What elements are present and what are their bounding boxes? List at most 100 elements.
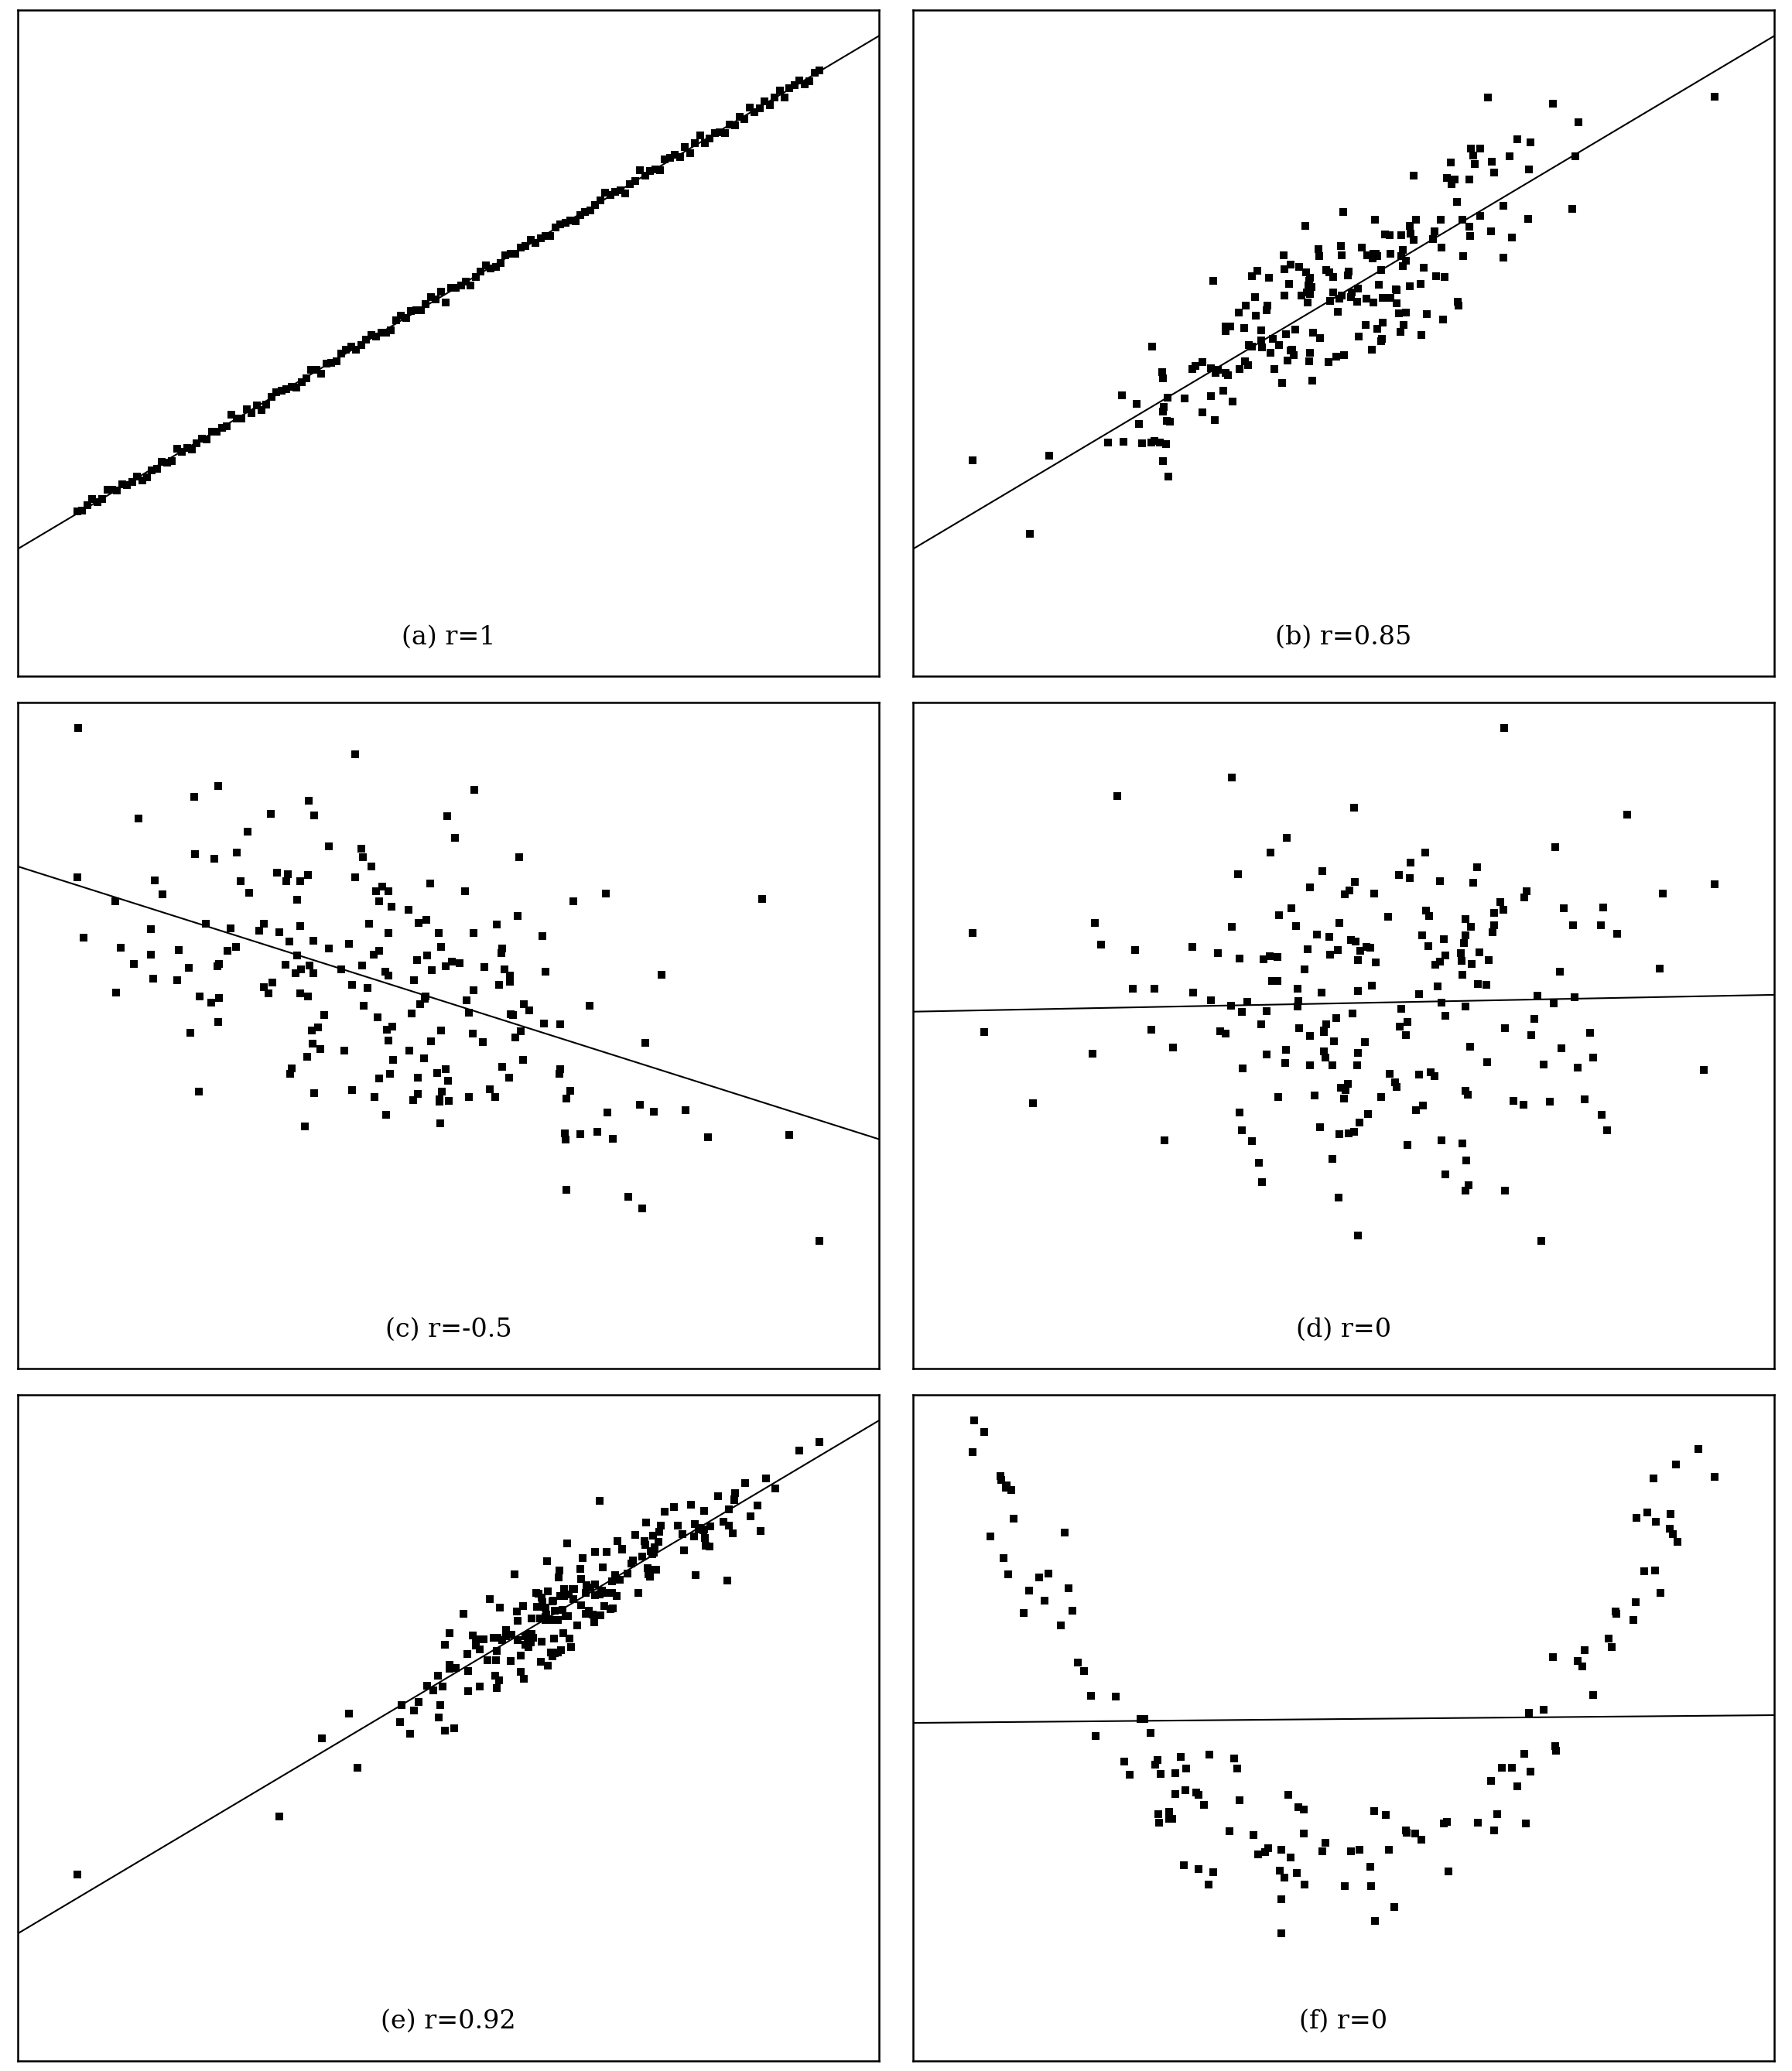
Point xyxy=(68,493,97,526)
Point xyxy=(995,1557,1023,1591)
Point xyxy=(366,934,394,967)
Point xyxy=(1283,990,1312,1023)
Point xyxy=(459,1620,487,1653)
Point xyxy=(1473,1046,1502,1079)
Point xyxy=(495,965,523,998)
Point xyxy=(1161,1756,1190,1789)
Point xyxy=(1009,1597,1038,1630)
Point xyxy=(1271,280,1299,313)
Point xyxy=(1590,891,1618,924)
Point xyxy=(1593,1114,1622,1147)
Point xyxy=(496,959,525,992)
Point xyxy=(426,1015,455,1048)
Point xyxy=(452,874,480,907)
Point xyxy=(1452,1075,1480,1108)
Point xyxy=(579,1605,607,1638)
Point xyxy=(482,1671,511,1704)
Point xyxy=(602,1580,631,1613)
Point xyxy=(1489,893,1518,926)
Point xyxy=(593,1535,622,1568)
Point xyxy=(376,313,405,346)
Point xyxy=(511,230,539,263)
Point xyxy=(1297,271,1326,304)
Point xyxy=(1215,1814,1244,1847)
Point xyxy=(547,1634,575,1667)
Point xyxy=(1538,87,1566,120)
Point xyxy=(1475,81,1503,114)
Point xyxy=(1340,791,1369,824)
Point xyxy=(403,1077,432,1110)
Point xyxy=(355,907,383,940)
Point xyxy=(572,1576,600,1609)
Point xyxy=(1382,1071,1410,1104)
Point xyxy=(93,474,122,507)
Point xyxy=(174,951,202,984)
Point xyxy=(1423,969,1452,1002)
Point xyxy=(450,1597,478,1630)
Point xyxy=(1376,282,1405,315)
Point xyxy=(588,1574,616,1607)
Point xyxy=(1276,1841,1305,1874)
Point xyxy=(1312,255,1340,288)
Point xyxy=(530,1591,559,1624)
Point xyxy=(1271,238,1299,271)
Point xyxy=(271,949,299,982)
Point xyxy=(197,414,226,447)
Point xyxy=(530,1601,559,1634)
Point xyxy=(631,159,659,193)
Point xyxy=(1247,331,1276,364)
Point xyxy=(1383,857,1412,891)
Point xyxy=(1263,965,1292,998)
Point xyxy=(1527,1224,1555,1257)
Point xyxy=(138,454,167,487)
Point xyxy=(1249,942,1278,975)
Point xyxy=(1109,1744,1138,1777)
Point xyxy=(82,485,111,518)
Point xyxy=(1202,356,1231,389)
Point xyxy=(1131,1702,1159,1735)
Point xyxy=(455,1081,484,1114)
Point xyxy=(1016,518,1045,551)
Point xyxy=(636,155,665,188)
Point xyxy=(192,422,220,456)
Point xyxy=(523,1576,552,1609)
Point xyxy=(459,973,487,1007)
Point xyxy=(434,799,462,833)
Point xyxy=(1645,1576,1674,1609)
Point xyxy=(158,445,186,478)
Point xyxy=(1362,946,1391,980)
Point xyxy=(348,329,376,362)
Point xyxy=(425,1085,453,1118)
Point xyxy=(281,371,310,404)
Point xyxy=(1478,915,1507,949)
Point xyxy=(685,1512,713,1545)
Point xyxy=(428,1671,457,1704)
Point xyxy=(453,1655,482,1688)
Point xyxy=(272,373,301,406)
Point xyxy=(500,1557,529,1591)
Point xyxy=(1079,1038,1107,1071)
Point xyxy=(1319,1050,1348,1083)
Point xyxy=(514,1630,543,1663)
Point xyxy=(1412,895,1441,928)
Point xyxy=(1149,389,1177,422)
Point xyxy=(1339,996,1367,1029)
Point xyxy=(679,1520,708,1553)
Point xyxy=(1344,1038,1373,1071)
Point xyxy=(1290,953,1319,986)
Point xyxy=(1276,333,1305,367)
Point xyxy=(1127,427,1156,460)
Point xyxy=(435,1653,464,1686)
Point xyxy=(335,928,364,961)
Point xyxy=(432,286,461,319)
Point xyxy=(435,1649,464,1682)
Point xyxy=(532,1545,561,1578)
Point xyxy=(496,1644,525,1678)
Point xyxy=(317,346,346,379)
Point xyxy=(1070,1655,1098,1688)
Point xyxy=(745,1514,774,1547)
Point xyxy=(217,911,246,944)
Point xyxy=(1310,1015,1339,1048)
Point xyxy=(1357,932,1385,965)
Point xyxy=(461,261,489,294)
